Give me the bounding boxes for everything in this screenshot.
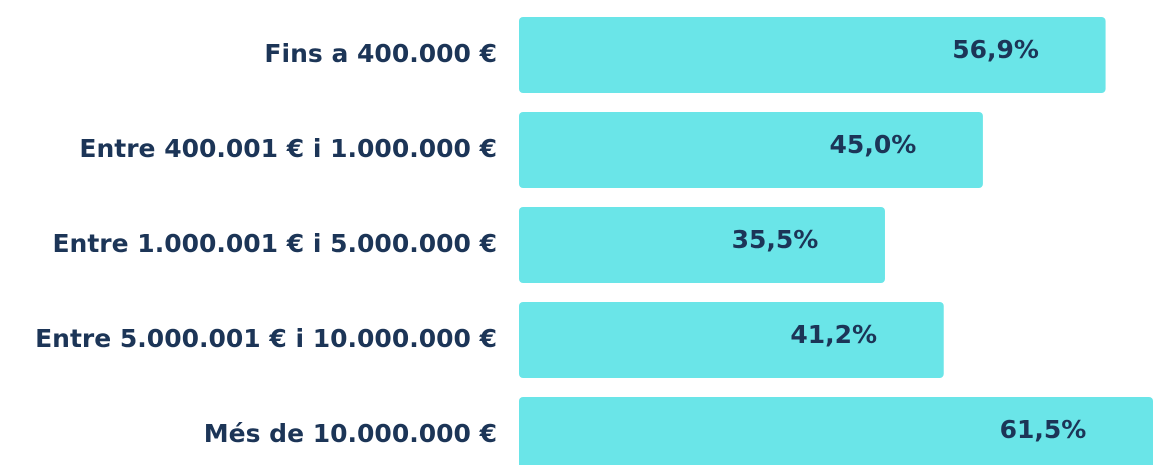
category-label: Fins a 400.000 € bbox=[264, 39, 497, 68]
value-label: 45,0% bbox=[830, 130, 917, 159]
bar bbox=[519, 207, 885, 283]
category-label: Entre 400.001 € i 1.000.000 € bbox=[79, 134, 497, 163]
bar bbox=[519, 302, 944, 378]
bar bbox=[519, 112, 983, 188]
category-label: Més de 10.000.000 € bbox=[204, 419, 497, 448]
value-label: 35,5% bbox=[732, 225, 819, 254]
bar bbox=[519, 397, 1153, 469]
value-label: 61,5% bbox=[1000, 415, 1087, 444]
value-label: 56,9% bbox=[952, 35, 1039, 64]
value-label: 41,2% bbox=[790, 320, 877, 349]
category-label: Entre 5.000.001 € i 10.000.000 € bbox=[35, 324, 497, 353]
category-label: Entre 1.000.001 € i 5.000.000 € bbox=[52, 229, 497, 258]
bar bbox=[519, 17, 1106, 93]
